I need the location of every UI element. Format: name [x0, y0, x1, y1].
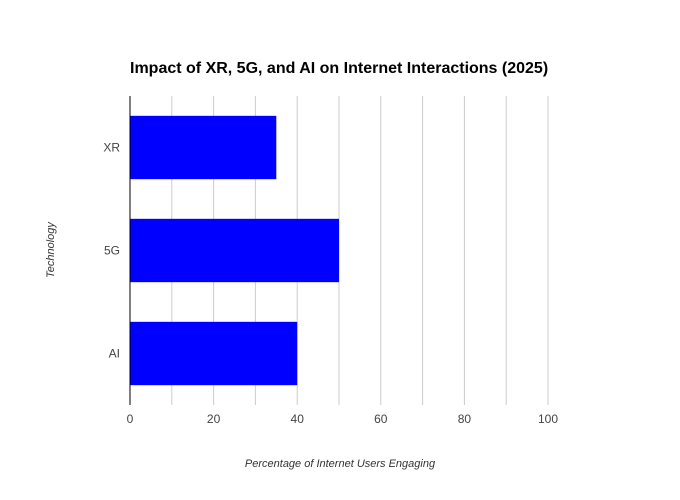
y-tick-label: 5G	[104, 244, 120, 258]
y-axis-ticks: XR 5G AI	[103, 141, 120, 361]
x-tick-label: 100	[538, 412, 558, 426]
x-tick-label: 0	[127, 412, 134, 426]
bars	[130, 115, 339, 386]
bar-5g	[130, 218, 339, 283]
x-tick-label: 40	[291, 412, 305, 426]
bar-xr	[130, 115, 277, 180]
y-tick-label: XR	[103, 141, 120, 155]
y-axis-title: Technology	[45, 221, 57, 278]
y-tick-label: AI	[109, 347, 120, 361]
x-tick-label: 80	[458, 412, 472, 426]
x-axis-title: Percentage of Internet Users Engaging	[245, 458, 436, 470]
chart-title: Impact of XR, 5G, and AI on Internet Int…	[130, 60, 548, 77]
x-tick-label: 20	[207, 412, 221, 426]
x-tick-label: 60	[374, 412, 388, 426]
bar-ai	[130, 321, 298, 386]
x-axis-ticks: 0 20 40 60 80 100	[127, 412, 559, 426]
